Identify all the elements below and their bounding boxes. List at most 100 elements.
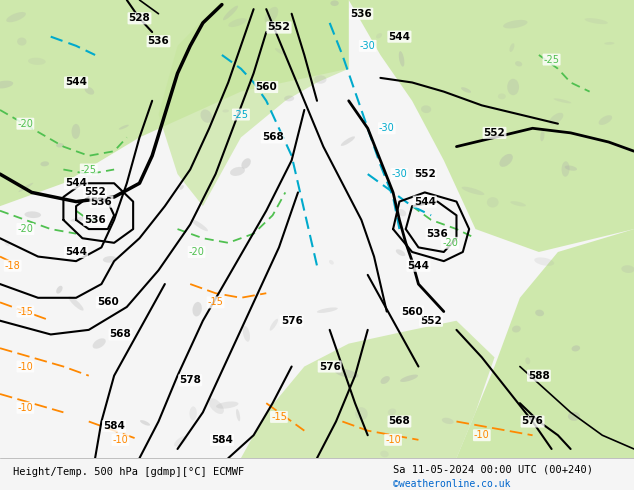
Ellipse shape — [335, 369, 358, 378]
Text: 578: 578 — [179, 375, 201, 385]
Ellipse shape — [565, 166, 577, 171]
Text: 552: 552 — [414, 169, 436, 179]
Ellipse shape — [535, 310, 544, 316]
Ellipse shape — [228, 18, 247, 27]
Ellipse shape — [562, 161, 569, 177]
Ellipse shape — [329, 260, 333, 265]
Ellipse shape — [200, 109, 212, 123]
Text: ©weatheronline.co.uk: ©weatheronline.co.uk — [393, 479, 510, 489]
Ellipse shape — [119, 124, 129, 130]
Text: -20: -20 — [17, 119, 34, 129]
Ellipse shape — [553, 98, 571, 103]
Ellipse shape — [421, 105, 431, 113]
Text: 536: 536 — [351, 9, 372, 19]
Polygon shape — [456, 229, 634, 458]
Ellipse shape — [56, 143, 64, 147]
Text: -10: -10 — [474, 430, 489, 440]
Ellipse shape — [621, 265, 634, 273]
Ellipse shape — [243, 326, 250, 342]
Text: -10: -10 — [385, 435, 401, 445]
Text: 568: 568 — [110, 329, 131, 340]
Ellipse shape — [191, 219, 208, 231]
Ellipse shape — [216, 401, 238, 409]
Ellipse shape — [388, 409, 396, 415]
Text: 544: 544 — [65, 77, 87, 88]
Text: 536: 536 — [148, 36, 169, 46]
Ellipse shape — [28, 58, 46, 65]
Text: 552: 552 — [268, 23, 290, 32]
Ellipse shape — [103, 256, 117, 263]
Text: -20: -20 — [17, 224, 34, 234]
Ellipse shape — [209, 398, 224, 414]
Ellipse shape — [487, 197, 498, 208]
Ellipse shape — [442, 417, 454, 424]
Ellipse shape — [604, 42, 614, 45]
Text: 560: 560 — [256, 82, 277, 92]
Ellipse shape — [138, 13, 145, 21]
Text: Height/Temp. 500 hPa [gdmp][°C] ECMWF: Height/Temp. 500 hPa [gdmp][°C] ECMWF — [13, 467, 244, 477]
Text: -30: -30 — [379, 123, 394, 133]
Polygon shape — [0, 0, 349, 206]
Text: -15: -15 — [207, 297, 224, 307]
Text: 576: 576 — [281, 316, 302, 326]
Text: -25: -25 — [233, 110, 249, 120]
Text: 584: 584 — [211, 435, 233, 445]
Ellipse shape — [399, 51, 404, 67]
Ellipse shape — [140, 420, 150, 426]
Ellipse shape — [397, 209, 406, 217]
Text: 568: 568 — [262, 132, 283, 143]
Ellipse shape — [500, 154, 513, 167]
Text: 544: 544 — [65, 247, 87, 257]
Ellipse shape — [568, 412, 580, 421]
Polygon shape — [158, 0, 349, 206]
Polygon shape — [349, 0, 634, 252]
Ellipse shape — [193, 302, 202, 317]
Ellipse shape — [25, 211, 41, 218]
Ellipse shape — [462, 187, 484, 195]
Ellipse shape — [4, 241, 10, 246]
Text: 588: 588 — [528, 370, 550, 381]
Ellipse shape — [17, 37, 27, 46]
Text: -20: -20 — [442, 238, 458, 248]
Text: 528: 528 — [129, 13, 150, 24]
Ellipse shape — [503, 20, 527, 28]
Ellipse shape — [68, 296, 84, 311]
Ellipse shape — [242, 158, 251, 169]
Ellipse shape — [380, 451, 389, 457]
Ellipse shape — [396, 249, 405, 256]
Ellipse shape — [515, 61, 522, 67]
Ellipse shape — [190, 406, 197, 420]
Ellipse shape — [512, 325, 521, 333]
Ellipse shape — [174, 436, 187, 446]
Text: 560: 560 — [401, 307, 423, 317]
Text: 560: 560 — [97, 297, 119, 307]
Ellipse shape — [0, 81, 13, 89]
Text: 536: 536 — [427, 229, 448, 239]
Text: 584: 584 — [103, 421, 125, 431]
Text: -25: -25 — [81, 165, 97, 174]
Text: -30: -30 — [360, 41, 375, 51]
Text: 576: 576 — [522, 416, 543, 426]
Ellipse shape — [284, 96, 294, 101]
Ellipse shape — [376, 33, 382, 38]
Ellipse shape — [6, 12, 26, 22]
Text: 544: 544 — [389, 32, 410, 42]
Text: 552: 552 — [84, 187, 106, 197]
Ellipse shape — [275, 48, 285, 55]
Ellipse shape — [585, 18, 608, 24]
Ellipse shape — [223, 5, 238, 20]
Text: 544: 544 — [414, 196, 436, 207]
Text: 536: 536 — [84, 215, 106, 225]
Ellipse shape — [510, 201, 526, 206]
Text: -15: -15 — [271, 412, 287, 422]
Ellipse shape — [84, 87, 94, 95]
Text: 576: 576 — [319, 362, 340, 371]
Ellipse shape — [223, 109, 229, 113]
Text: -20: -20 — [188, 247, 205, 257]
Ellipse shape — [549, 113, 564, 125]
Ellipse shape — [236, 409, 240, 421]
Ellipse shape — [269, 319, 278, 331]
Text: -10: -10 — [18, 403, 33, 413]
Text: -18: -18 — [5, 261, 20, 271]
Ellipse shape — [341, 136, 355, 146]
